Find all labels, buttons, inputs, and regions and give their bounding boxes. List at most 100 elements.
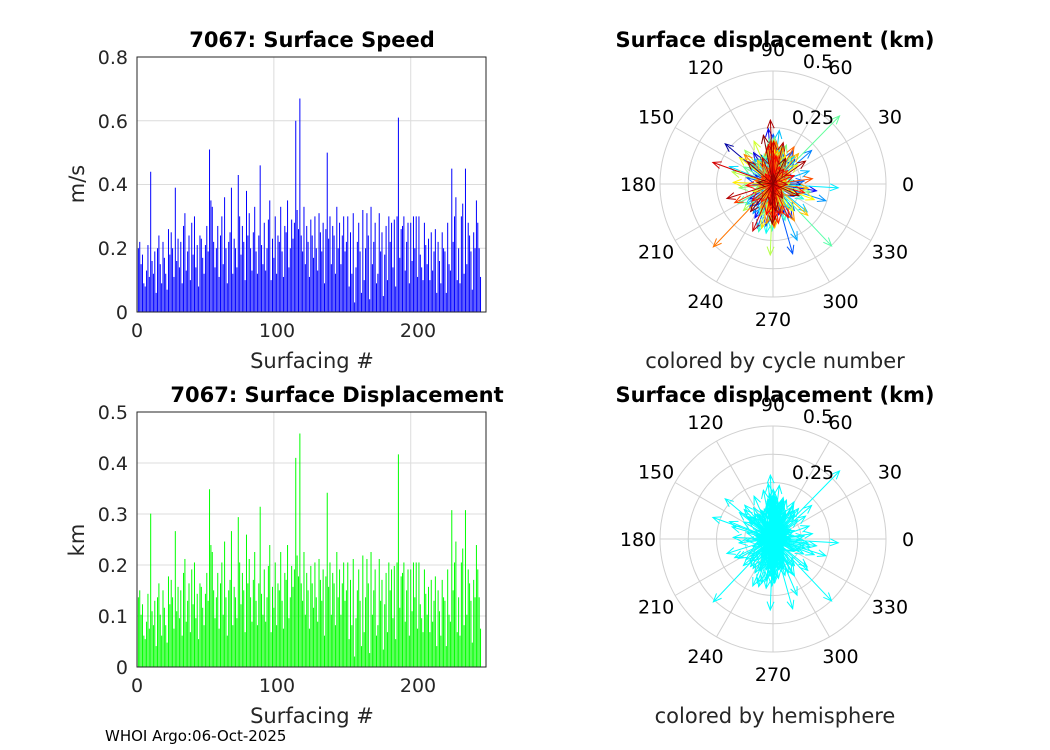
compass-cycle-arrow <box>751 183 774 202</box>
compass-cycle-angle-label: 120 <box>687 57 723 79</box>
compass-hemisphere-arrow <box>756 534 774 543</box>
compass-hemisphere-arrow <box>772 538 810 547</box>
compass-cycle-title: Surface displacement (km) <box>615 28 934 52</box>
compass-hemisphere-subtitle: colored by hemisphere <box>655 704 896 728</box>
compass-hemisphere-arrow <box>772 535 789 544</box>
compass-hemisphere-arrow <box>746 515 774 540</box>
speed-ytick: 0.6 <box>98 111 128 133</box>
displacement-ytick: 0.1 <box>98 606 128 628</box>
compass-cycle-angle-label: 240 <box>687 291 723 313</box>
compass-cycle-arrow <box>772 160 807 185</box>
displacement-ytick: 0 <box>116 657 128 679</box>
speed-ylabel: m/s <box>65 165 89 203</box>
compass-cycle-angle-labels: 0 30 60 90 120 150 180 210 240 270 300 330 <box>620 39 914 331</box>
compass-hemisphere-arrows <box>711 470 841 612</box>
compass-hemisphere-angle-label: 30 <box>878 462 902 484</box>
compass-cycle-arrow <box>768 183 777 226</box>
speed-axes-box <box>136 56 487 313</box>
compass-hemisphere-arrow <box>733 538 774 559</box>
compass-hemisphere-title: Surface displacement (km) <box>615 383 934 407</box>
compass-hemisphere-arrow <box>744 536 774 545</box>
speed-xtick: 100 <box>259 320 295 342</box>
compass-hemisphere-arrow <box>772 530 814 540</box>
compass-cycle-arrow <box>772 157 787 185</box>
displacement-bar-chart: 7067: Surface Displacement 0 0.1 0.2 0.3… <box>65 383 504 728</box>
compass-hemisphere-angle-label: 90 <box>761 394 785 416</box>
compass-cycle-angle-label: 150 <box>638 107 674 129</box>
compass-cycle-angle-label: 0 <box>902 174 914 196</box>
displacement-chart-title: 7067: Surface Displacement <box>170 383 503 407</box>
displacement-ytick: 0.3 <box>98 504 128 526</box>
compass-cycle-angle-label: 300 <box>822 291 858 313</box>
displacement-y-ticks: 0 0.1 0.2 0.3 0.4 0.5 <box>98 402 128 679</box>
displacement-ytick: 0.5 <box>98 402 128 424</box>
compass-cycle-arrow <box>733 183 774 204</box>
speed-bar-chart: 7067: Surface Speed 0 0.2 0.4 0.6 0.8 0 … <box>65 28 487 373</box>
compass-cycle-subtitle: colored by cycle number <box>645 349 905 373</box>
speed-x-ticks: 0 100 200 <box>131 320 436 342</box>
displacement-ytick: 0.4 <box>98 453 128 475</box>
compass-hemisphere-angle-label: 270 <box>755 664 791 686</box>
compass-cycle-arrow <box>756 179 774 188</box>
displacement-axes-box <box>136 411 487 668</box>
compass-hemisphere-arrow <box>768 538 777 581</box>
compass-cycle-arrow <box>761 133 774 185</box>
compass-cycle-arrow <box>772 183 784 200</box>
compass-cycle-arrow <box>772 115 841 185</box>
compass-cycle-arrow <box>752 183 774 233</box>
compass-hemisphere-angle-label: 180 <box>620 529 656 551</box>
compass-hemisphere-angle-label: 150 <box>638 462 674 484</box>
compass-hemisphere-arrow <box>766 473 775 540</box>
compass-hemisphere-angle-label: 210 <box>638 597 674 619</box>
compass-cycle-arrow <box>772 183 810 192</box>
compass-cycle-angle-label: 330 <box>872 242 908 264</box>
compass-cycle-arrow <box>749 183 774 213</box>
displacement-xtick: 200 <box>400 675 436 697</box>
compass-hemisphere-arrow <box>772 538 806 550</box>
speed-xtick: 0 <box>131 320 143 342</box>
compass-cycle-arrow <box>766 118 775 185</box>
compass-cycle-rtick: 0.5 <box>803 51 833 73</box>
compass-cycle-arrow <box>772 175 814 185</box>
compass-cycle-angle-label: 90 <box>761 39 785 61</box>
displacement-bars <box>137 433 482 667</box>
displacement-xtick: 100 <box>259 675 295 697</box>
compass-cycle-arrow <box>744 181 774 190</box>
compass-cycle-arrow <box>746 160 774 185</box>
compass-hemisphere-angle-label: 120 <box>687 412 723 434</box>
speed-xlabel: Surfacing # <box>250 349 374 373</box>
compass-hemisphere-angle-label: 0 <box>902 529 914 551</box>
compass-cycle-rtick: 0.25 <box>792 107 834 129</box>
compass-hemisphere-angle-label: 240 <box>687 646 723 668</box>
displacement-xtick: 0 <box>131 675 143 697</box>
compass-cycle-arrow <box>772 183 806 195</box>
speed-ytick: 0.8 <box>98 47 128 69</box>
displacement-ylabel: km <box>65 524 89 557</box>
compass-hemisphere-chart: Surface displacement (km) 0 30 60 90 120 150 1… <box>615 383 934 728</box>
displacement-grid <box>137 412 486 667</box>
compass-hemisphere-angle-labels: 0 30 60 90 120 150 180 210 240 270 300 330 <box>620 394 914 686</box>
compass-hemisphere-angle-label: 330 <box>872 597 908 619</box>
speed-xtick: 200 <box>400 320 436 342</box>
compass-hemisphere-rtick: 0.25 <box>792 462 834 484</box>
compass-hemisphere-arrow <box>772 512 787 540</box>
speed-ytick: 0.4 <box>98 174 128 196</box>
speed-bars <box>137 98 482 312</box>
compass-hemisphere-arrow <box>761 488 774 540</box>
displacement-xlabel: Surfacing # <box>250 704 374 728</box>
compass-cycle-angle-label: 30 <box>878 107 902 129</box>
speed-chart-title: 7067: Surface Speed <box>189 28 435 52</box>
compass-cycle-angle-label: 210 <box>638 242 674 264</box>
compass-cycle-arrow <box>772 183 801 197</box>
displacement-ytick: 0.2 <box>98 555 128 577</box>
compass-hemisphere-rtick: 0.5 <box>803 406 833 428</box>
compass-cycle-angle-label: 270 <box>755 309 791 331</box>
compass-hemisphere-arrow <box>772 470 841 540</box>
compass-cycle-arrow <box>772 180 789 189</box>
compass-cycle-arrows <box>711 115 841 257</box>
speed-ytick: 0.2 <box>98 238 128 260</box>
footer-credit: WHOI Argo:06-Oct-2025 <box>105 727 286 745</box>
compass-hemisphere-arrow <box>752 538 774 588</box>
compass-cycle-angle-label: 60 <box>828 57 852 79</box>
